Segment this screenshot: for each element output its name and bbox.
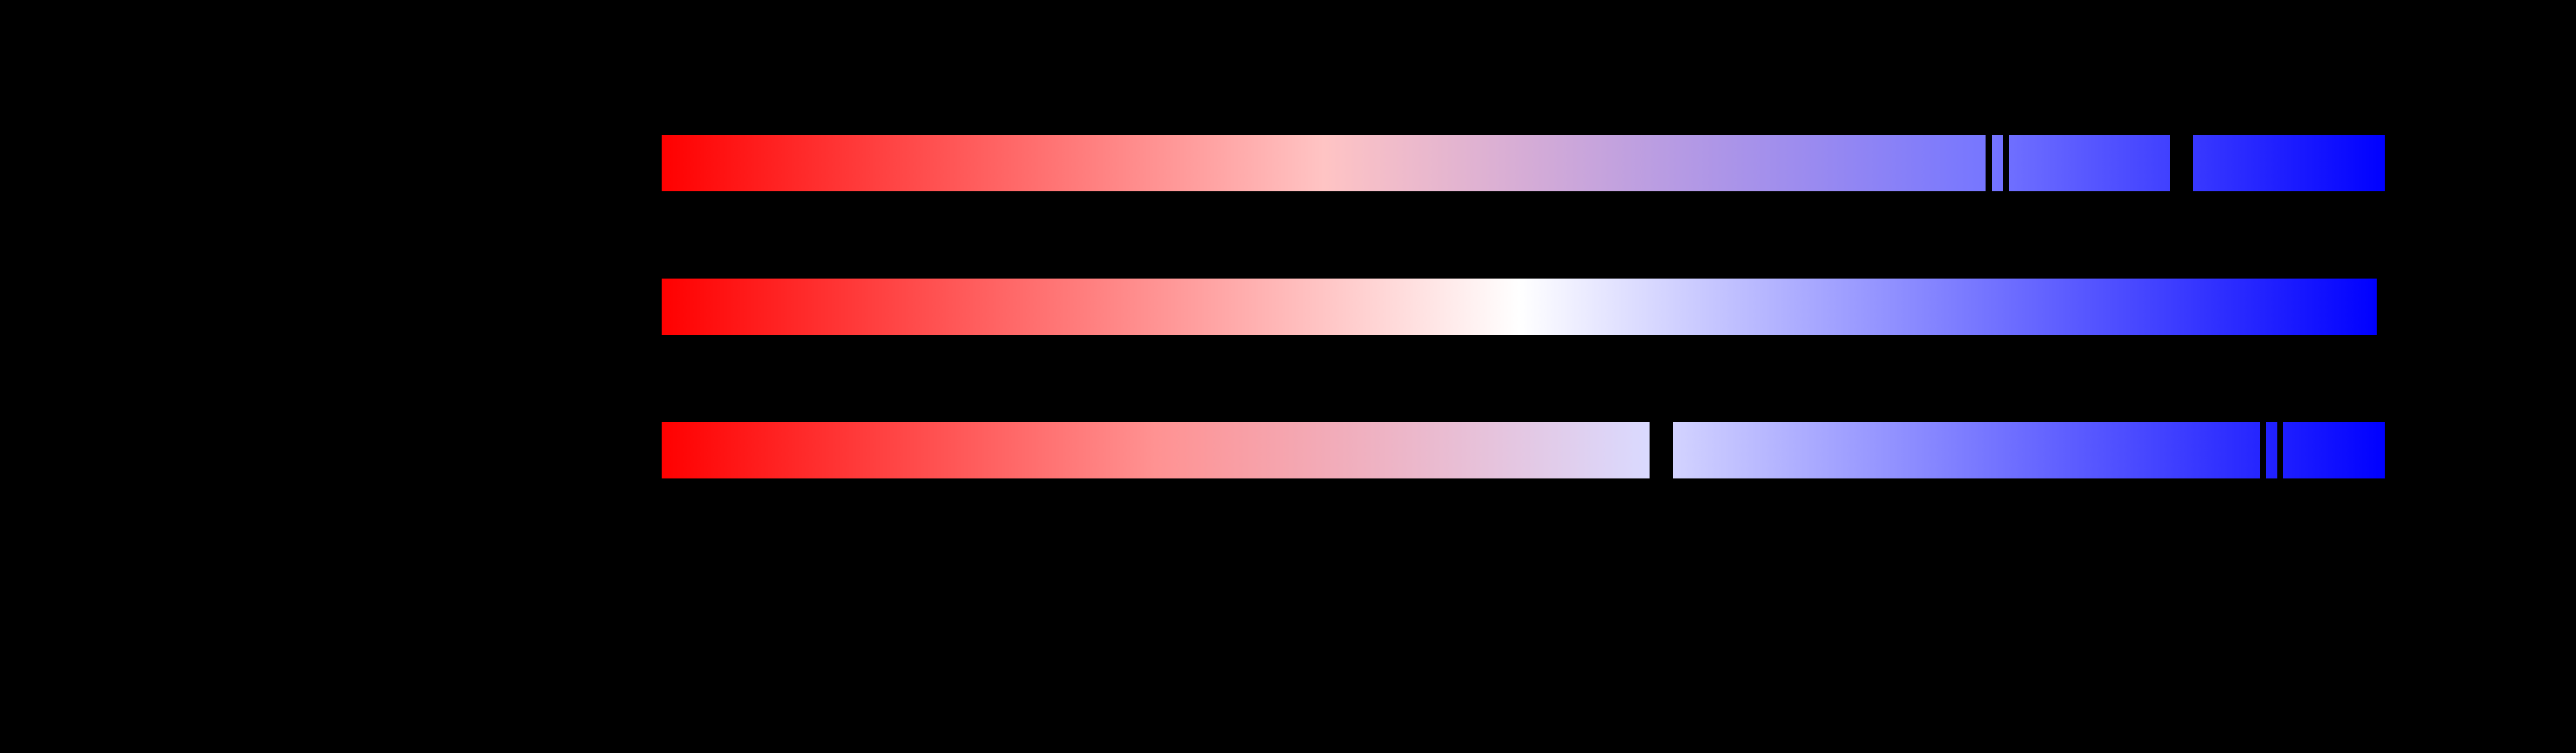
colorbar-segment [662, 279, 2377, 335]
colorbar-segment [662, 135, 1986, 191]
colorbar-segment [2283, 422, 2385, 478]
colorbar-segment [2266, 422, 2277, 478]
colorbar-row-2 [0, 279, 2576, 335]
colorbar-segment [2193, 135, 2385, 191]
colorbar-row-1 [0, 135, 2576, 191]
colorbar-segment [2009, 135, 2170, 191]
colorbar-segment [1673, 422, 2260, 478]
colorbar-row-3 [0, 422, 2576, 478]
colorbar-segment [662, 422, 1650, 478]
colorbar-segment [1992, 135, 2003, 191]
